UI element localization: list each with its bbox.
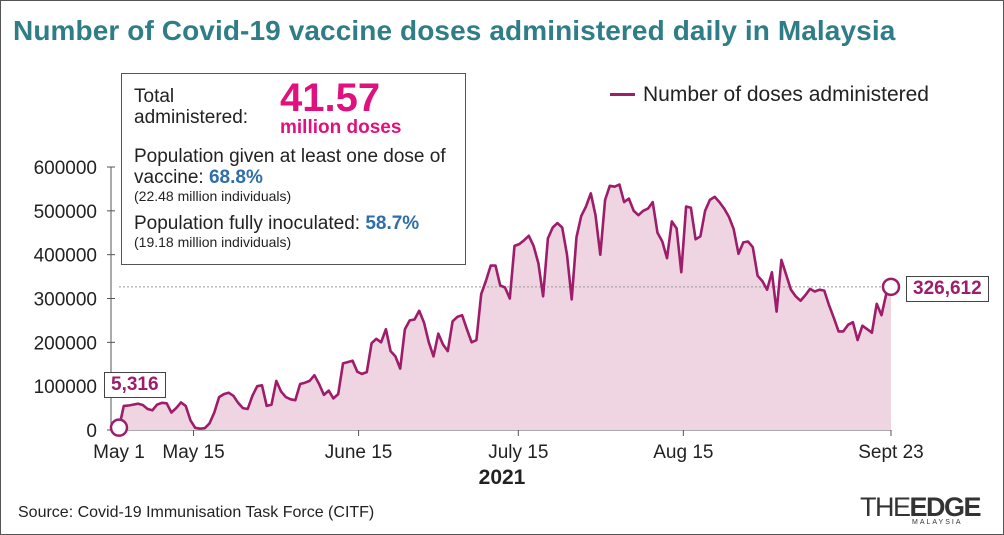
publisher-logo: THEEDGE MALAYSIA — [860, 492, 990, 527]
y-tick-label: 100000 — [34, 377, 97, 398]
end-point-marker — [881, 277, 901, 297]
y-axis: 0 100000 200000 300000 400000 500000 600000 — [34, 158, 115, 442]
x-tick-label: May 1 — [93, 442, 145, 463]
logo-wordmark: THEEDGE — [860, 492, 982, 522]
chart-title: Number of Covid-19 vaccine doses adminis… — [13, 15, 896, 46]
x-axis-title: 2021 — [478, 466, 526, 489]
one-dose-individuals: (22.48 million individuals) — [134, 188, 292, 204]
fully-inoculated-individuals: (19.18 million individuals) — [134, 234, 292, 250]
one-dose-text: Population given at least one dose of va… — [134, 146, 446, 188]
start-value-callout: 5,316 — [104, 372, 166, 398]
total-administered-value: 41.57 — [280, 76, 381, 120]
fully-inoculated-percent: 58.7% — [365, 213, 420, 234]
source-note: Source: Covid-19 Immunisation Task Force… — [18, 504, 375, 521]
fully-inoculated-text: Population fully inoculated: — [134, 213, 361, 234]
x-tick-label: Sept 23 — [858, 442, 924, 463]
series-line — [117, 183, 893, 430]
one-dose-stat: Population given at least one dose of va… — [134, 146, 453, 188]
start-point-marker — [109, 418, 129, 437]
x-tick-label: May 15 — [162, 442, 224, 463]
x-tick-label: July 15 — [488, 442, 548, 463]
legend: Number of doses administered — [610, 83, 929, 107]
x-tick-label: Aug 15 — [653, 442, 713, 463]
total-administered-label: Total administered: — [134, 86, 249, 128]
x-tick-label: June 15 — [325, 442, 393, 463]
y-tick-label: 600000 — [34, 158, 97, 179]
y-tick-label: 200000 — [34, 333, 97, 354]
legend-swatch — [610, 93, 635, 97]
summary-box: Total administered: 41.57 million doses … — [121, 73, 466, 265]
y-tick-label: 0 — [86, 421, 97, 442]
x-axis: May 1 May 15 June 15 July 15 Aug 15 Sept 23 — [93, 429, 924, 463]
total-administered-unit: million doses — [280, 117, 402, 138]
y-tick-label: 400000 — [34, 246, 97, 267]
y-tick-label: 300000 — [34, 290, 97, 311]
legend-label: Number of doses administered — [643, 83, 929, 106]
area-fill — [119, 184, 891, 430]
logo-subtitle: MALAYSIA — [912, 519, 963, 526]
plot-area — [109, 183, 901, 437]
y-tick-label: 500000 — [34, 202, 97, 223]
end-value-callout: 326,612 — [906, 276, 989, 302]
one-dose-percent: 68.8% — [208, 167, 263, 188]
fully-inoculated-stat: Population fully inoculated: 58.7% — [134, 213, 453, 234]
